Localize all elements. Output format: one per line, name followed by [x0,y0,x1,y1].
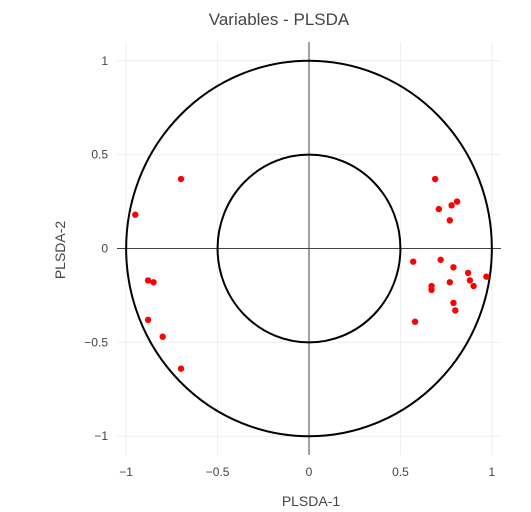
data-point[interactable] [431,175,439,183]
y-tick-label: 1 [101,54,108,68]
correlation-circle [216,153,402,344]
data-point[interactable] [466,277,474,284]
x-axis-ticks: −1 −0.5 0 0.5 1 [119,465,495,479]
data-point[interactable] [150,279,157,286]
y-axis-title: PLSDA-2 [52,221,68,280]
y-axis-ticks: −1 −0.5 0 0.5 1 [84,54,108,443]
data-point[interactable] [177,175,185,183]
data-point[interactable] [411,318,419,325]
correlation-circle [125,59,493,438]
data-point[interactable] [437,256,444,263]
x-tick-label: 0 [306,465,313,479]
y-tick-label: −0.5 [84,335,108,349]
x-tick-label: 1 [489,465,496,479]
data-point[interactable] [144,316,152,324]
zero-lines [117,42,501,455]
data-point[interactable] [435,205,443,213]
x-tick-label: 0.5 [392,465,409,479]
data-point[interactable] [470,282,477,290]
x-tick-label: −1 [119,465,133,479]
data-point[interactable] [453,198,461,205]
data-point[interactable] [410,258,417,265]
data-point[interactable] [132,211,139,218]
correlation-circles [125,59,493,438]
data-point[interactable] [450,299,457,307]
x-tick-label: −0.5 [206,465,230,479]
data-point[interactable] [177,365,185,372]
data-point[interactable] [452,307,459,314]
data-point[interactable] [448,202,455,209]
y-tick-label: −1 [94,429,108,443]
data-point[interactable] [446,217,453,224]
chart-title: Variables - PLSDA [209,10,350,29]
data-point[interactable] [464,269,472,277]
y-tick-label: 0 [101,242,108,256]
data-point[interactable] [483,273,490,280]
data-point[interactable] [446,279,453,286]
data-point[interactable] [428,286,435,293]
data-point[interactable] [159,333,166,340]
data-point[interactable] [450,264,457,271]
x-axis-title: PLSDA-1 [282,493,341,509]
y-tick-label: 0.5 [91,148,108,162]
data-point[interactable] [144,277,152,284]
data-points [132,175,490,372]
